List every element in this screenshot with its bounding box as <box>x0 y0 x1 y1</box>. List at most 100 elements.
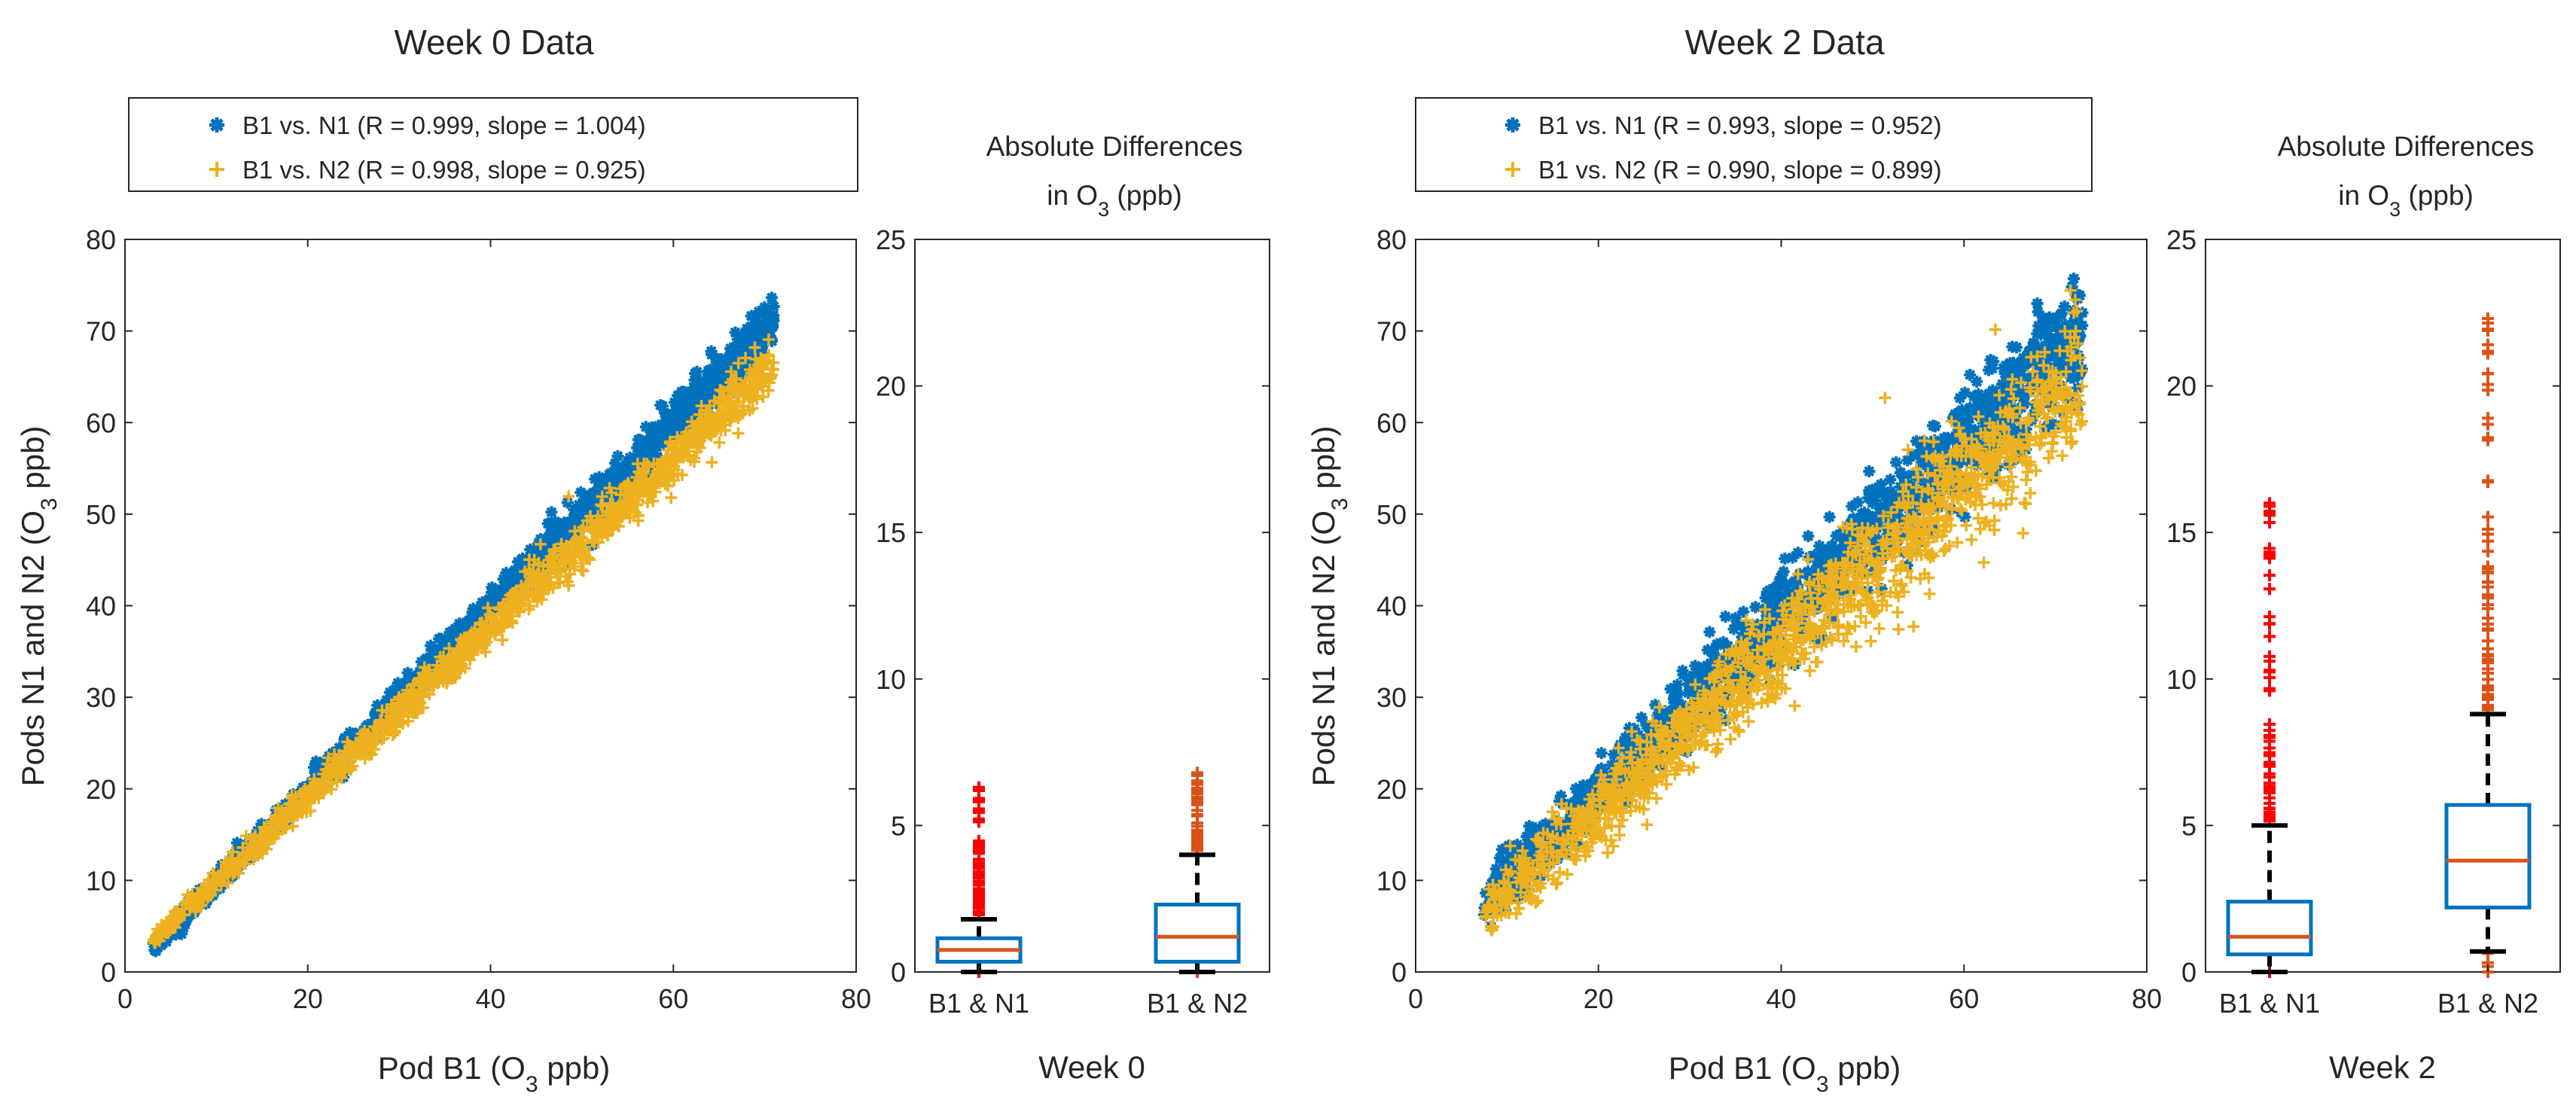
week0-x-axis-label: Pod B1 (O3 ppb) <box>378 1050 611 1097</box>
week0-point-n1 <box>741 340 754 353</box>
week0-point-n1 <box>693 376 706 388</box>
week0-point-n1 <box>731 333 744 346</box>
week2-legend-n1: B1 vs. N1 (R = 0.993, slope = 0.952) <box>1538 111 1942 139</box>
week0-point-n1 <box>338 733 351 746</box>
week0-point-n1 <box>642 434 655 446</box>
week0-point-n1 <box>702 382 715 395</box>
week0-point-n1 <box>567 519 580 532</box>
week0-point-n1 <box>724 348 737 361</box>
week0-point-n1 <box>491 599 504 612</box>
week0-legend-n1: B1 vs. N1 (R = 0.999, slope = 1.004) <box>242 111 646 139</box>
week0-point-n1 <box>553 530 566 543</box>
week0-point-n1 <box>476 609 489 622</box>
week0-xtick-label: 60 <box>658 983 688 1014</box>
week0-point-n1 <box>383 696 395 709</box>
week0-point-n1 <box>415 655 428 668</box>
week0-point-n2 <box>602 529 614 542</box>
week0-ytick-label: 40 <box>86 591 116 622</box>
week0-point-n1 <box>656 400 669 413</box>
week0-point-n1 <box>371 699 384 711</box>
week0-point-n1 <box>577 507 590 520</box>
week0-point-n1 <box>427 660 440 673</box>
week0-box-ytick-label: 20 <box>876 371 906 402</box>
week2-scatter-panel: Week 2 Data B1 vs. N1 (R = 0.993, slope … <box>1306 23 2162 1097</box>
week0-legend-plus <box>209 162 224 177</box>
week2-legend: B1 vs. N1 (R = 0.993, slope = 0.952) B1 … <box>1415 97 2093 192</box>
week0-point-n1 <box>729 326 742 339</box>
week0-ytick-label: 80 <box>86 224 116 255</box>
week0-ytick-label: 10 <box>86 865 116 896</box>
week2-point-n1 <box>1863 465 1876 478</box>
week0-point-n2 <box>762 334 775 346</box>
week2-legend-marker-n1 <box>1505 117 1520 133</box>
week0-point-n1 <box>424 639 437 652</box>
week0-point-n1 <box>702 364 715 377</box>
week0-point-n1 <box>763 313 776 326</box>
week0-point-n1 <box>765 291 778 304</box>
week0-point-n1 <box>508 564 521 577</box>
week0-point-n1 <box>401 666 414 679</box>
week0-point-n1 <box>540 541 553 554</box>
week0-point-n1 <box>572 504 584 516</box>
week0-xtick-label: 0 <box>117 983 133 1014</box>
week0-point-n1 <box>541 517 554 530</box>
week0-point-n1 <box>653 430 666 443</box>
week2-point-n1 <box>1636 711 1648 724</box>
week0-point-n1 <box>599 484 611 497</box>
week0-point-n1 <box>600 492 613 505</box>
week0-ytick-label: 50 <box>86 499 116 530</box>
week0-point-n1 <box>517 552 529 565</box>
week0-point-n1 <box>733 347 745 360</box>
week0-point-n1 <box>709 378 722 391</box>
week2-point-n1 <box>1761 586 1773 599</box>
week0-ytick-label: 70 <box>86 316 116 347</box>
week0-ytick-label: 30 <box>86 682 116 713</box>
week0-point-n1 <box>369 708 382 721</box>
week0-point-n1 <box>767 300 780 312</box>
week2-point-n1 <box>1595 747 1608 760</box>
week0-point-n1 <box>678 410 690 422</box>
week0-box-panel: Absolute Differences in O3 (ppb) 0510152… <box>876 131 1270 1085</box>
week0-point-n1 <box>545 506 558 519</box>
week0-point-n1 <box>745 355 758 368</box>
week0-point-n1 <box>177 922 190 934</box>
week0-point-n1 <box>556 521 569 534</box>
week0-point-n1 <box>151 942 163 955</box>
week0-point-n1 <box>544 527 556 540</box>
week0-box-axes <box>914 239 1270 973</box>
week2-legend-asterisk <box>1505 117 1520 133</box>
week0-box-cat-n2: B1 & N2 <box>1147 988 1248 1019</box>
week0-point-n1 <box>668 396 681 409</box>
week0-point-n2 <box>496 633 509 646</box>
week0-point-n1 <box>633 434 646 446</box>
week0-point-n1 <box>678 419 690 432</box>
week0-point-n1 <box>741 322 754 335</box>
week0-point-n1 <box>547 536 559 549</box>
week0-scatter-points <box>147 291 780 958</box>
week0-point-n1 <box>592 493 605 506</box>
week0-title: Week 0 Data <box>394 23 593 62</box>
week0-point-n1 <box>630 451 642 464</box>
week0-box-x-axis-label: Week 0 <box>1038 1050 1145 1085</box>
week0-point-n1 <box>634 455 647 468</box>
week0-point-n2 <box>641 496 654 509</box>
week0-point-n1 <box>608 491 620 504</box>
week0-xtick-label: 80 <box>841 983 871 1014</box>
week0-point-n1 <box>591 503 604 516</box>
week2-point-n1 <box>2050 351 2063 364</box>
week2-point-n1 <box>1779 553 1791 565</box>
week0-xtick-label: 40 <box>475 983 505 1014</box>
week0-point-n1 <box>589 473 602 486</box>
week0-point-n1 <box>758 301 771 314</box>
week0-point-n1 <box>669 425 681 438</box>
week0-point-n1 <box>450 630 462 643</box>
week0-point-n1 <box>754 340 767 352</box>
week0-point-n1 <box>687 397 700 410</box>
week0-point-n1 <box>674 399 687 412</box>
week0-point-n1 <box>466 616 479 629</box>
week0-point-n1 <box>175 928 188 940</box>
week0-point-n1 <box>636 440 648 452</box>
week0-point-n1 <box>748 312 761 325</box>
week0-point-n1 <box>524 544 537 556</box>
